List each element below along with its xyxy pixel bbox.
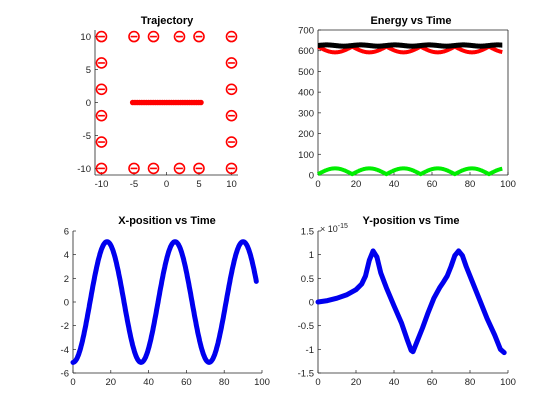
y-tick-label: 4 xyxy=(64,250,69,261)
y-tick-label: 10 xyxy=(80,32,91,43)
x-tick-label: 5 xyxy=(196,179,201,190)
charge-marker xyxy=(128,162,140,175)
y-tick-label: 100 xyxy=(298,150,314,161)
y-tick-label: -10 xyxy=(77,164,91,175)
xpos-marks xyxy=(70,239,259,365)
x-tick-label: 80 xyxy=(465,377,476,388)
trajectory-subplot: Trajectory -10 -5 0 5 10 -10 -5 0 5 10 xyxy=(77,15,238,190)
y-tick-label: -1 xyxy=(306,345,314,356)
charge-marker xyxy=(225,162,238,175)
x-tick-label: -5 xyxy=(130,179,138,190)
x-tick-label: 0 xyxy=(164,179,169,190)
charge-marker xyxy=(95,30,108,43)
y-tick-label: 500 xyxy=(298,67,314,78)
charge-marker xyxy=(225,83,238,96)
x-tick-label: 10 xyxy=(226,179,237,190)
charge-marker xyxy=(173,162,186,175)
y-tick-label: -2 xyxy=(61,321,69,332)
x-tick-label: 0 xyxy=(315,377,320,388)
trajectory-point xyxy=(198,99,204,106)
charge-marker xyxy=(95,57,108,69)
charge-marker xyxy=(95,83,108,96)
y-tick-label: 400 xyxy=(298,88,314,99)
y-tick-label: 0 xyxy=(64,298,69,309)
y-tick-label: 200 xyxy=(298,129,314,140)
x-tick-label: 100 xyxy=(254,377,270,388)
charge-marker xyxy=(193,30,205,43)
x-tick-label: 100 xyxy=(500,377,516,388)
y-tick-label: 0 xyxy=(86,98,91,109)
energy-series-total xyxy=(316,42,505,49)
y-tick-label: 0.5 xyxy=(301,274,314,285)
charge-marker xyxy=(225,30,238,43)
x-tick-label: 40 xyxy=(389,179,400,190)
y-tick-label: 600 xyxy=(298,46,314,57)
energy-series-kinetic xyxy=(316,166,504,177)
ypos-exponent-power: -15 xyxy=(338,223,348,230)
x-tick-label: 40 xyxy=(389,377,400,388)
x-tick-label: -10 xyxy=(95,179,109,190)
x-tick-label: 60 xyxy=(427,179,438,190)
ypos-ticks: 0 20 40 60 80 100 -1.5 -1 -0.5 0 0.5 1 1.5 xyxy=(298,227,516,389)
y-tick-label: 2 xyxy=(64,274,69,285)
charge-marker xyxy=(225,136,238,148)
charge-marker xyxy=(147,30,160,43)
y-tick-label: 5 xyxy=(86,65,91,76)
xpos-title: X-position vs Time xyxy=(118,215,216,227)
x-tick-label: 0 xyxy=(70,377,75,388)
x-tick-label: 0 xyxy=(315,179,320,190)
xpos-ticks: 0 20 40 60 80 100 -6 -4 -2 0 2 4 6 xyxy=(61,227,270,389)
x-tick-label: 20 xyxy=(351,377,362,388)
y-tick-label: 0 xyxy=(309,171,314,182)
x-tick-label: 100 xyxy=(500,179,516,190)
charge-marker xyxy=(95,109,108,122)
trajectory-title: Trajectory xyxy=(141,15,194,27)
x-tick-label: 40 xyxy=(143,377,154,388)
energy-title: Energy vs Time xyxy=(370,15,451,27)
xpos-subplot: X-position vs Time 0 20 40 60 80 100 -6 -4 -2 0 2 4… xyxy=(61,215,270,388)
y-tick-label: -6 xyxy=(61,369,69,380)
ypos-exponent-base: × 10 xyxy=(320,224,338,234)
charge-marker xyxy=(225,57,238,69)
xpos-series-line xyxy=(70,239,259,365)
trajectory-marks xyxy=(95,30,238,175)
y-tick-label: -1.5 xyxy=(298,369,314,380)
ypos-series-line xyxy=(315,248,507,356)
x-tick-label: 80 xyxy=(465,179,476,190)
trajectory-ticks: -10 -5 0 5 10 -10 -5 0 5 10 xyxy=(77,30,238,190)
energy-subplot: Energy vs Time 0 20 40 60 80 100 0 100 200 300 400… xyxy=(298,15,516,190)
x-tick-label: 60 xyxy=(181,377,192,388)
y-tick-label: 1.5 xyxy=(301,227,314,238)
energy-marks xyxy=(316,42,505,177)
energy-ticks: 0 20 40 60 80 100 0 100 200 300 400 500 600 700 xyxy=(298,26,516,191)
x-tick-label: 20 xyxy=(351,179,362,190)
y-tick-label: -0.5 xyxy=(298,321,314,332)
x-tick-label: 80 xyxy=(219,377,230,388)
charge-marker xyxy=(193,162,205,175)
ypos-exponent-label: × 10-15 xyxy=(320,223,348,234)
charge-marker xyxy=(225,109,238,122)
y-tick-label: -4 xyxy=(61,345,69,356)
x-tick-label: 60 xyxy=(427,377,438,388)
ypos-marks xyxy=(315,248,507,356)
charge-marker xyxy=(95,136,108,148)
charge-marker xyxy=(147,162,160,175)
charge-marker xyxy=(173,30,186,43)
ypos-subplot: Y-position vs Time × 10-15 0 20 40 60 80 100 -… xyxy=(298,215,516,388)
x-tick-label: 20 xyxy=(106,377,117,388)
y-tick-label: 6 xyxy=(64,227,69,238)
y-tick-label: 300 xyxy=(298,108,314,119)
charge-marker xyxy=(128,30,140,43)
charge-marker xyxy=(95,162,108,175)
y-tick-label: -5 xyxy=(83,131,91,142)
ypos-title: Y-position vs Time xyxy=(363,215,460,227)
y-tick-label: 700 xyxy=(298,26,314,37)
y-tick-label: 0 xyxy=(309,298,314,309)
y-tick-label: 1 xyxy=(309,250,314,261)
